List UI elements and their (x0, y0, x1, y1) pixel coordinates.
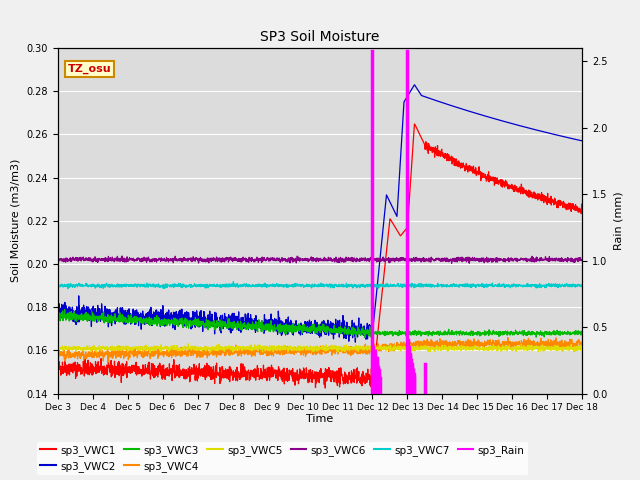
Text: TZ_osu: TZ_osu (68, 64, 112, 74)
X-axis label: Time: Time (307, 414, 333, 424)
Y-axis label: Soil Moisture (m3/m3): Soil Moisture (m3/m3) (11, 159, 20, 283)
Title: SP3 Soil Moisture: SP3 Soil Moisture (260, 30, 380, 44)
Y-axis label: Rain (mm): Rain (mm) (613, 192, 623, 250)
Legend: sp3_VWC1, sp3_VWC2, sp3_VWC3, sp3_VWC4, sp3_VWC5, sp3_VWC6, sp3_VWC7, sp3_Rain: sp3_VWC1, sp3_VWC2, sp3_VWC3, sp3_VWC4, … (37, 442, 527, 475)
